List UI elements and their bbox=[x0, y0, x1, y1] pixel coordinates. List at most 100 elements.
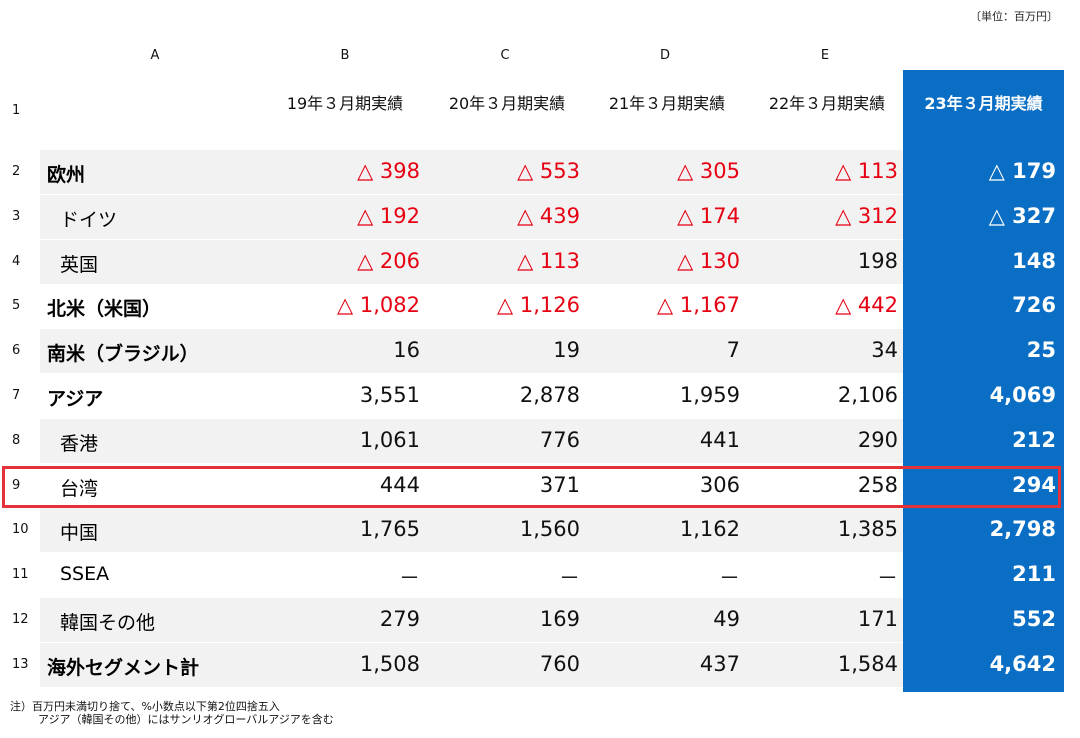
value-cell: △ 398 bbox=[357, 159, 420, 183]
value-cell: 1,959 bbox=[679, 383, 740, 407]
region-name: ドイツ bbox=[60, 208, 118, 231]
note-line-1: 注）百万円未満切り捨て、%小数点以下第2位四捨五入 bbox=[10, 700, 280, 713]
row-band bbox=[40, 150, 903, 194]
col-header-f: F bbox=[979, 48, 987, 63]
value-cell: 258 bbox=[857, 472, 898, 497]
value-cell: △ 174 bbox=[677, 203, 740, 228]
row-number: 8 bbox=[12, 432, 21, 448]
region-name: 南米（ブラジル） bbox=[47, 343, 199, 366]
value-cell-highlight: 25 bbox=[1026, 338, 1056, 363]
value-cell: 49 bbox=[713, 607, 740, 631]
row-number: 1 bbox=[12, 103, 21, 118]
region-name: 海外セグメント計 bbox=[47, 656, 200, 679]
value-cell: △ 305 bbox=[677, 159, 740, 183]
period-header-b: 19年３月期実績 bbox=[286, 94, 404, 113]
row-number: 13 bbox=[12, 656, 29, 672]
value-cell-highlight: 726 bbox=[1012, 293, 1056, 318]
row-number: 7 bbox=[12, 388, 21, 403]
region-name: アジア bbox=[47, 388, 104, 410]
value-cell: 760 bbox=[539, 651, 580, 676]
row-number: 11 bbox=[12, 567, 29, 583]
value-cell: － bbox=[399, 566, 420, 591]
region-name: 韓国その他 bbox=[60, 612, 156, 634]
row-band bbox=[40, 239, 903, 284]
row-number: 10 bbox=[12, 522, 29, 538]
value-cell: 444 bbox=[379, 472, 420, 497]
value-cell: 290 bbox=[857, 427, 898, 452]
row-band bbox=[40, 598, 903, 642]
region-name: 香港 bbox=[60, 432, 99, 455]
period-header-d: 21年３月期実績 bbox=[608, 94, 726, 113]
value-cell: △ 1,126 bbox=[497, 293, 580, 318]
value-cell: 2,106 bbox=[837, 383, 898, 407]
value-cell: △ 130 bbox=[677, 248, 740, 273]
row-number: 5 bbox=[12, 298, 21, 314]
value-cell: △ 553 bbox=[517, 159, 580, 183]
col-header-e: E bbox=[820, 48, 830, 63]
highlight-column bbox=[903, 70, 1064, 692]
value-cell: △ 113 bbox=[517, 248, 580, 273]
value-cell-highlight: 294 bbox=[1012, 472, 1056, 497]
row-number: 12 bbox=[12, 612, 29, 627]
value-cell: 34 bbox=[871, 338, 898, 363]
row-number: 9 bbox=[12, 477, 21, 493]
value-cell-highlight: 148 bbox=[1012, 248, 1056, 273]
region-name: SSEA bbox=[60, 563, 110, 586]
value-cell: 198 bbox=[857, 248, 898, 273]
value-cell: △ 439 bbox=[517, 203, 580, 228]
row-band bbox=[40, 418, 903, 463]
col-header-a: A bbox=[150, 48, 160, 63]
col-header-b: B bbox=[340, 48, 350, 63]
value-cell: 1,162 bbox=[679, 517, 740, 542]
region-name: 欧州 bbox=[47, 164, 86, 186]
region-name: 英国 bbox=[60, 253, 99, 276]
value-cell: 1,765 bbox=[359, 517, 420, 542]
value-cell: 279 bbox=[379, 607, 420, 631]
value-cell: 2,878 bbox=[519, 383, 580, 407]
value-cell: △ 206 bbox=[357, 248, 420, 273]
value-cell-highlight: 4,069 bbox=[989, 383, 1056, 407]
col-header-c: C bbox=[500, 48, 510, 63]
period-header-e: 22年３月期実績 bbox=[768, 94, 886, 113]
value-cell: － bbox=[719, 566, 740, 591]
value-cell-highlight: 4,642 bbox=[989, 651, 1056, 676]
value-cell: 1,584 bbox=[837, 651, 898, 676]
value-cell-highlight: △ 179 bbox=[988, 159, 1056, 183]
value-cell: 7 bbox=[726, 338, 740, 363]
taiwan-highlight-box bbox=[2, 466, 1061, 508]
value-cell: 776 bbox=[539, 427, 580, 452]
period-header-c: 20年３月期実績 bbox=[448, 94, 566, 113]
period-header-f: 23年３月期実績 bbox=[924, 94, 1043, 113]
col-header-d: D bbox=[659, 48, 670, 63]
value-cell-highlight: 212 bbox=[1012, 427, 1056, 452]
value-cell: 306 bbox=[699, 472, 740, 497]
region-name: 中国 bbox=[60, 522, 99, 545]
value-cell: △ 442 bbox=[835, 293, 898, 318]
value-cell: 1,560 bbox=[519, 517, 580, 542]
value-cell: △ 113 bbox=[835, 159, 898, 183]
value-cell: △ 1,082 bbox=[337, 293, 420, 318]
value-cell-highlight: 552 bbox=[1012, 607, 1056, 631]
value-cell: 437 bbox=[699, 651, 740, 676]
row-number: 6 bbox=[12, 343, 21, 359]
row-band bbox=[40, 508, 903, 553]
value-cell: △ 312 bbox=[835, 203, 898, 228]
row-number: 3 bbox=[12, 208, 21, 224]
value-cell: △ 1,167 bbox=[657, 293, 740, 318]
value-cell: 19 bbox=[553, 338, 580, 363]
value-cell: 3,551 bbox=[359, 383, 420, 407]
value-cell: － bbox=[877, 566, 898, 591]
row-number: 2 bbox=[12, 164, 21, 179]
value-cell: 171 bbox=[857, 607, 898, 631]
value-cell: 1,385 bbox=[837, 517, 898, 542]
value-cell: － bbox=[559, 566, 580, 591]
value-cell: 1,508 bbox=[359, 651, 420, 676]
value-cell: 169 bbox=[539, 607, 580, 631]
value-cell-highlight: 211 bbox=[1012, 562, 1056, 587]
value-cell: 441 bbox=[699, 427, 740, 452]
row-number: 4 bbox=[12, 253, 21, 269]
row-band bbox=[40, 642, 903, 687]
value-cell: △ 192 bbox=[357, 203, 420, 228]
value-cell-highlight: △ 327 bbox=[988, 203, 1056, 228]
value-cell: 371 bbox=[539, 472, 580, 497]
